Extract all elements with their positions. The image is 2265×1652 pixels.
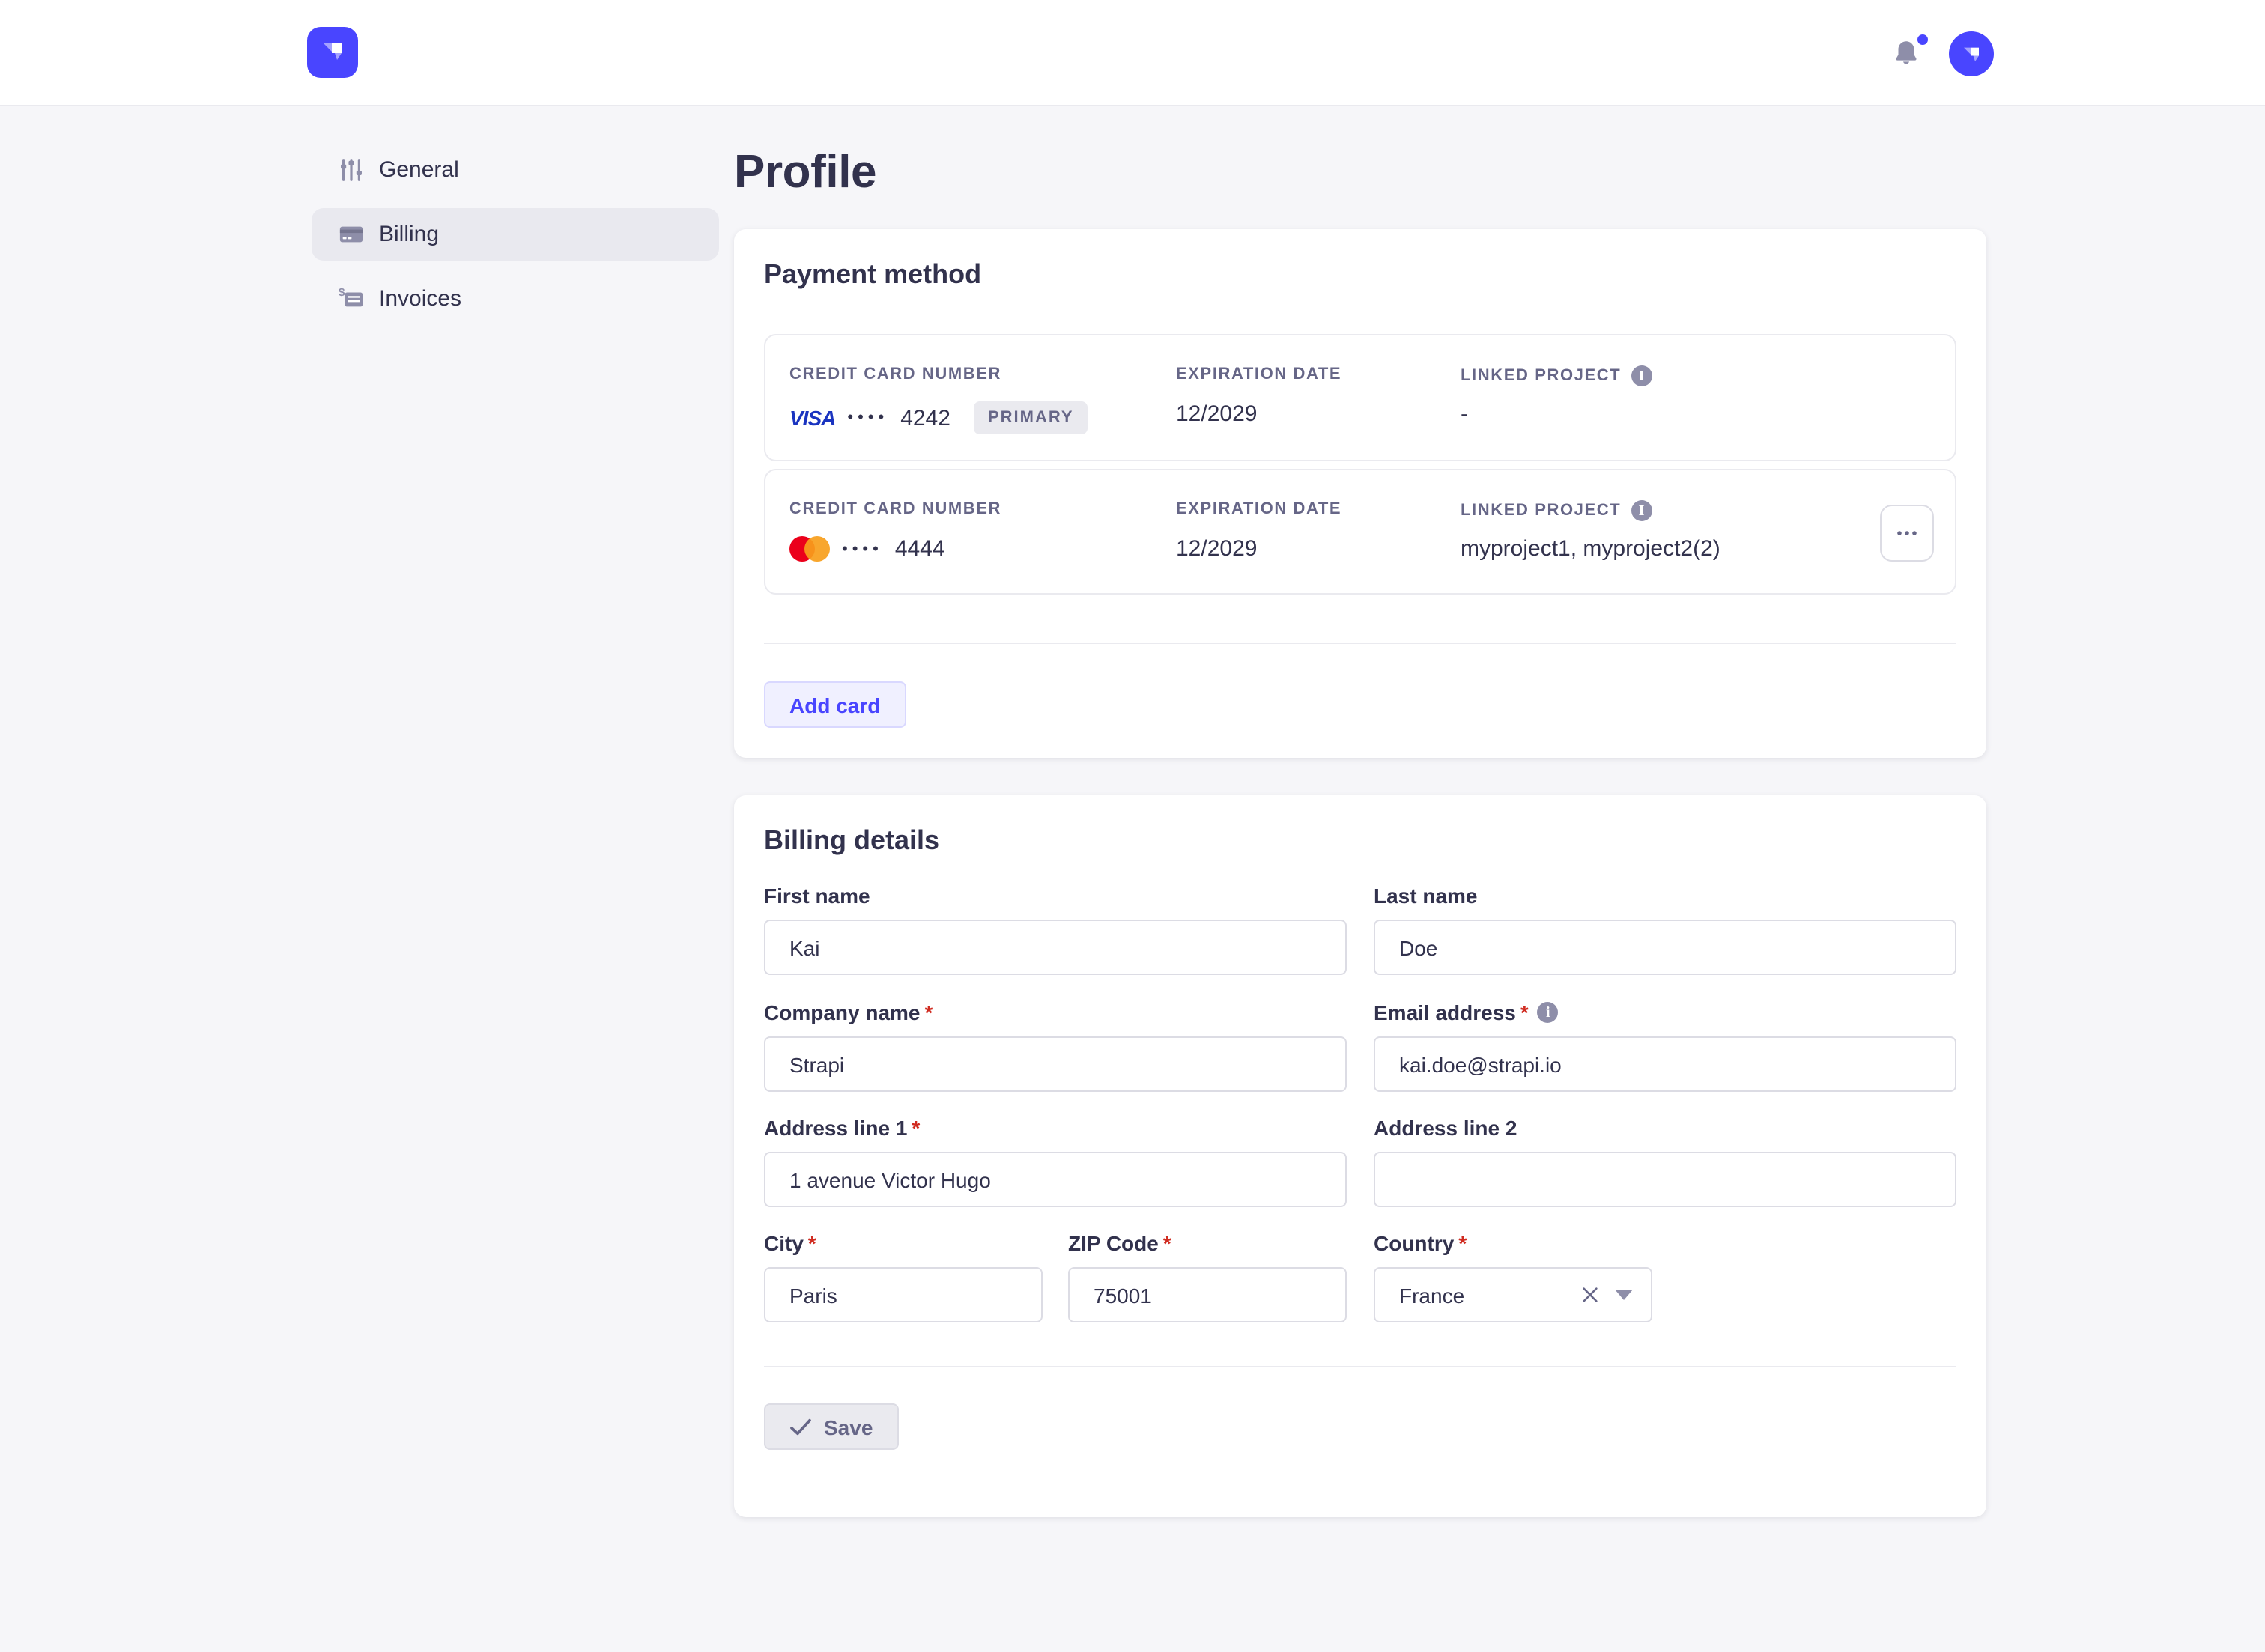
linked-project-label: LINKED PROJECT (1461, 367, 1622, 385)
masked-digits: •••• (842, 540, 883, 558)
divider (764, 1366, 1956, 1367)
top-header (0, 0, 2265, 106)
sidebar-item-billing[interactable]: Billing (312, 208, 719, 261)
zip-code-label: ZIP Code (1068, 1231, 1159, 1255)
credit-card-number-label: CREDIT CARD NUMBER (789, 365, 1002, 383)
card-last4: 4242 (900, 405, 950, 431)
user-avatar[interactable] (1949, 31, 1994, 76)
linked-project-value: - (1461, 401, 1468, 427)
expiration-date-label: EXPIRATION DATE (1176, 365, 1342, 383)
last-name-field: Last name (1374, 884, 1956, 975)
first-name-input[interactable] (764, 920, 1347, 975)
payment-card-row-mastercard: CREDIT CARD NUMBER •••• 4444 EXPIRATION … (764, 469, 1956, 595)
country-select[interactable]: France (1374, 1267, 1652, 1322)
avatar-strapi-icon (1964, 47, 1979, 61)
required-marker: * (924, 1000, 933, 1024)
expiration-date-value: 12/2029 (1176, 536, 1258, 562)
address-line-2-field: Address line 2 (1374, 1116, 1956, 1207)
credit-card-number-label: CREDIT CARD NUMBER (789, 500, 1002, 518)
chevron-down-icon (1615, 1290, 1633, 1300)
expiration-date-value: 12/2029 (1176, 401, 1258, 427)
first-name-label: First name (764, 884, 870, 908)
required-marker: * (1458, 1231, 1467, 1255)
sidebar-item-label: Billing (379, 222, 440, 247)
sidebar-item-invoices[interactable]: $ Invoices (312, 273, 719, 325)
strapi-logo-icon (324, 43, 342, 60)
country-label: Country (1374, 1231, 1455, 1255)
notification-dot (1917, 34, 1928, 45)
address-line-1-input[interactable] (764, 1152, 1347, 1207)
city-field: City * (764, 1231, 1043, 1322)
company-name-field: Company name * (764, 1000, 1347, 1092)
settings-sidebar: General Billing $ (312, 144, 719, 337)
visa-logo: VISA (789, 406, 836, 430)
primary-badge: PRIMARY (974, 401, 1088, 434)
page-title: Profile (734, 145, 877, 198)
expiration-date-label: EXPIRATION DATE (1176, 500, 1342, 518)
more-options-icon (1897, 531, 1917, 535)
zip-code-input[interactable] (1068, 1267, 1347, 1322)
city-input[interactable] (764, 1267, 1043, 1322)
sliders-icon (339, 157, 364, 183)
masked-digits: •••• (847, 409, 889, 427)
clear-x-icon[interactable] (1580, 1285, 1600, 1305)
billing-details-card: Billing details First name Last name Com… (734, 795, 1986, 1517)
card-last4: 4444 (894, 536, 945, 562)
billing-details-heading: Billing details (764, 825, 940, 855)
country-field: Country * France (1374, 1231, 1652, 1322)
info-icon[interactable]: i (1631, 365, 1653, 386)
city-label: City (764, 1231, 804, 1255)
invoice-icon: $ (339, 286, 364, 312)
first-name-field: First name (764, 884, 1347, 975)
required-marker: * (807, 1231, 816, 1255)
linked-project-value: myproject1, myproject2(2) (1461, 536, 1720, 562)
address-line-2-input[interactable] (1374, 1152, 1956, 1207)
zip-code-field: ZIP Code * (1068, 1231, 1347, 1322)
sidebar-item-general[interactable]: General (312, 144, 719, 196)
payment-card-row-visa: CREDIT CARD NUMBER VISA •••• 4242 PRIMAR… (764, 334, 1956, 461)
company-name-input[interactable] (764, 1036, 1347, 1092)
save-button-label: Save (824, 1415, 873, 1439)
last-name-input[interactable] (1374, 920, 1956, 975)
credit-card-icon (339, 222, 364, 247)
divider (764, 643, 1956, 644)
svg-text:$: $ (339, 286, 345, 299)
info-icon[interactable]: i (1631, 500, 1653, 521)
payment-method-heading: Payment method (764, 259, 982, 289)
save-button[interactable]: Save (764, 1403, 899, 1450)
mastercard-logo (789, 536, 830, 562)
email-address-label: Email address (1374, 1000, 1516, 1024)
sidebar-item-label: Invoices (379, 286, 462, 312)
add-card-button[interactable]: Add card (764, 681, 906, 728)
company-name-label: Company name (764, 1000, 921, 1024)
check-icon (790, 1418, 811, 1435)
strapi-logo[interactable] (307, 27, 358, 78)
address-line-1-field: Address line 1 * (764, 1116, 1347, 1207)
last-name-label: Last name (1374, 884, 1478, 908)
address-line-2-label: Address line 2 (1374, 1116, 1517, 1140)
email-address-field: Email address * i (1374, 1000, 1956, 1092)
sidebar-item-label: General (379, 157, 459, 183)
info-icon[interactable]: i (1537, 1002, 1559, 1023)
notifications-button[interactable] (1890, 34, 1928, 73)
country-selected-value: France (1399, 1283, 1465, 1307)
address-line-1-label: Address line 1 (764, 1116, 908, 1140)
required-marker: * (1162, 1231, 1171, 1255)
required-marker: * (912, 1116, 921, 1140)
required-marker: * (1520, 1000, 1529, 1024)
email-address-input[interactable] (1374, 1036, 1956, 1092)
bell-icon (1896, 41, 1917, 64)
card-options-button[interactable] (1880, 505, 1934, 562)
payment-method-card: Payment method CREDIT CARD NUMBER VISA •… (734, 229, 1986, 758)
linked-project-label: LINKED PROJECT (1461, 502, 1622, 520)
